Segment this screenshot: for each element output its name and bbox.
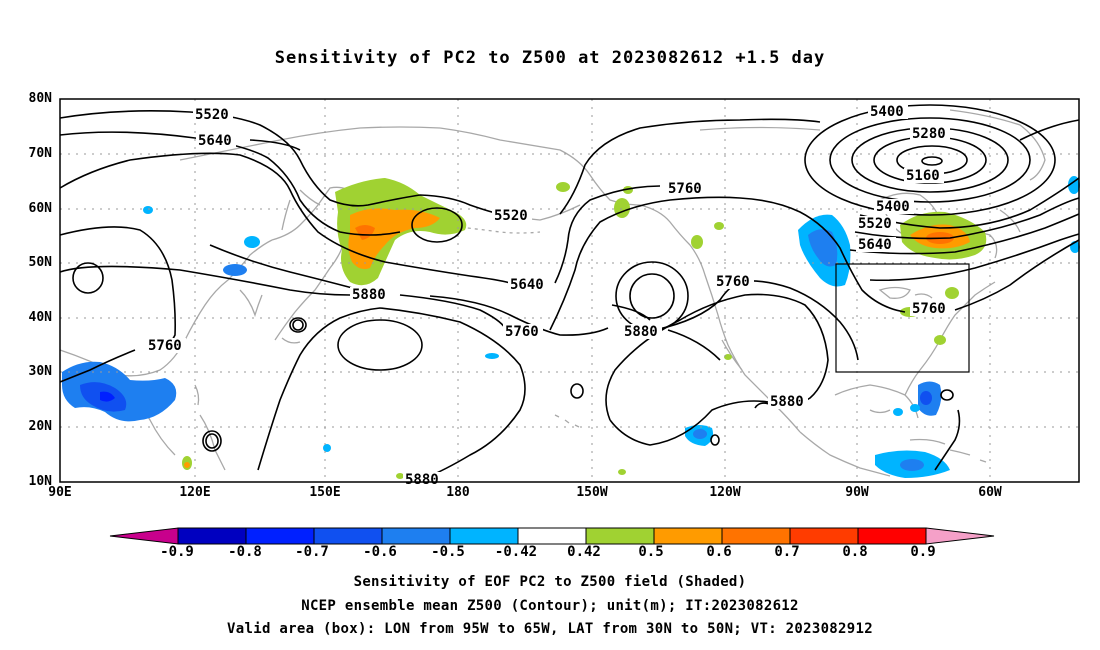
contour-label: 5880 (405, 472, 439, 488)
valid-area-box (835, 263, 970, 373)
contour-label: 5160 (906, 168, 940, 184)
contour-label-bg (196, 133, 236, 148)
colorbar-segment (925, 527, 995, 545)
colorbar-label: -0.42 (494, 544, 538, 560)
colorbar-label: 0.6 (706, 544, 732, 560)
lon-label: 150E (309, 485, 341, 500)
lon-label: 90W (845, 485, 869, 500)
colorbar-segment (789, 527, 859, 545)
colorbar-segment (449, 527, 519, 545)
lat-label: 20N (28, 419, 52, 434)
colorbar-label: -0.7 (295, 544, 329, 560)
lat-label: 10N (28, 474, 52, 489)
contour-label: 5400 (876, 199, 910, 215)
contour-labels: 5520564054005280516057605520540055205640… (146, 104, 950, 488)
lon-label: 60W (978, 485, 1002, 500)
lon-label: 120W (709, 485, 741, 500)
contour-label: 5280 (912, 126, 946, 142)
contour-label: 5520 (858, 216, 892, 232)
colorbar-segment (653, 527, 723, 545)
contour-label: 5400 (870, 104, 904, 120)
colorbar-segment (313, 527, 383, 545)
lat-label: 80N (28, 91, 52, 106)
colorbar-label: 0.8 (842, 544, 868, 560)
colorbar-segment (857, 527, 927, 545)
colorbar (109, 527, 995, 545)
contour-label-bg (146, 338, 186, 353)
contour-label: 5760 (148, 338, 182, 354)
lat-label: 50N (28, 255, 52, 270)
contour-label-bg (622, 324, 662, 339)
contour-label-bg (868, 104, 908, 119)
lon-label: 120E (179, 485, 211, 500)
contour-label-bg (508, 277, 548, 292)
colorbar-label: -0.5 (431, 544, 465, 560)
contour-label-bg (910, 301, 950, 316)
contour-label-bg (403, 472, 443, 487)
contour-label: 5760 (912, 301, 946, 317)
lon-label: 150W (576, 485, 608, 500)
contour-label-bg (714, 274, 754, 289)
contour-label: 5880 (624, 324, 658, 340)
caption-line-1: Sensitivity of EOF PC2 to Z500 field (Sh… (353, 574, 747, 590)
colorbar-label: -0.6 (363, 544, 397, 560)
contour-label: 5760 (505, 324, 539, 340)
contour-label: 5760 (716, 274, 750, 290)
contour-label-bg (193, 107, 233, 122)
lat-label: 30N (28, 364, 52, 379)
map-frame (60, 99, 1079, 482)
colorbar-segment (721, 527, 791, 545)
contour-label: 5520 (195, 107, 229, 123)
contour-label-bg (874, 199, 914, 214)
contour-label-bg (856, 237, 896, 252)
colorbar-label: 0.9 (910, 544, 936, 560)
contour-label: 5880 (770, 394, 804, 410)
lon-label: 90E (48, 485, 72, 500)
contour-label-bg (856, 216, 896, 231)
colorbar-label: 0.7 (774, 544, 800, 560)
colorbar-label: -0.8 (228, 544, 262, 560)
lat-label: 60N (28, 201, 52, 216)
colorbar-segment (585, 527, 655, 545)
contour-label-bg (503, 324, 543, 339)
lat-label: 40N (28, 310, 52, 325)
map-border (59, 98, 1080, 483)
colorbar-segment (245, 527, 315, 545)
contour-label-bg (904, 168, 944, 183)
contour-label-bg (492, 208, 532, 223)
plot-title: Sensitivity of PC2 to Z500 at 2023082612… (274, 48, 826, 68)
lon-label: 180 (446, 485, 470, 500)
sensitivity-shading (62, 176, 1080, 479)
colorbar-label: -0.9 (160, 544, 194, 560)
caption-line-2: NCEP ensemble mean Z500 (Contour); unit(… (301, 598, 799, 614)
contour-label: 5640 (510, 277, 544, 293)
contour-label-bg (768, 394, 808, 409)
contour-label: 5640 (858, 237, 892, 253)
colorbar-label: 0.5 (638, 544, 664, 560)
caption-line-3: Valid area (box): LON from 95W to 65W, L… (227, 621, 873, 637)
contour-label: 5880 (352, 287, 386, 303)
contour-label-bg (666, 181, 706, 196)
contour-label-bg (350, 287, 390, 302)
z500-contours (59, 104, 1080, 479)
contour-label-bg (910, 126, 950, 141)
colorbar-segment (517, 527, 587, 545)
colorbar-segment (109, 527, 179, 545)
contour-label: 5520 (494, 208, 528, 224)
contour-label: 5760 (668, 181, 702, 197)
colorbar-label: 0.42 (567, 544, 601, 560)
contour-label: 5640 (198, 133, 232, 149)
colorbar-segment (177, 527, 247, 545)
lat-label: 70N (28, 146, 52, 161)
colorbar-segment (381, 527, 451, 545)
